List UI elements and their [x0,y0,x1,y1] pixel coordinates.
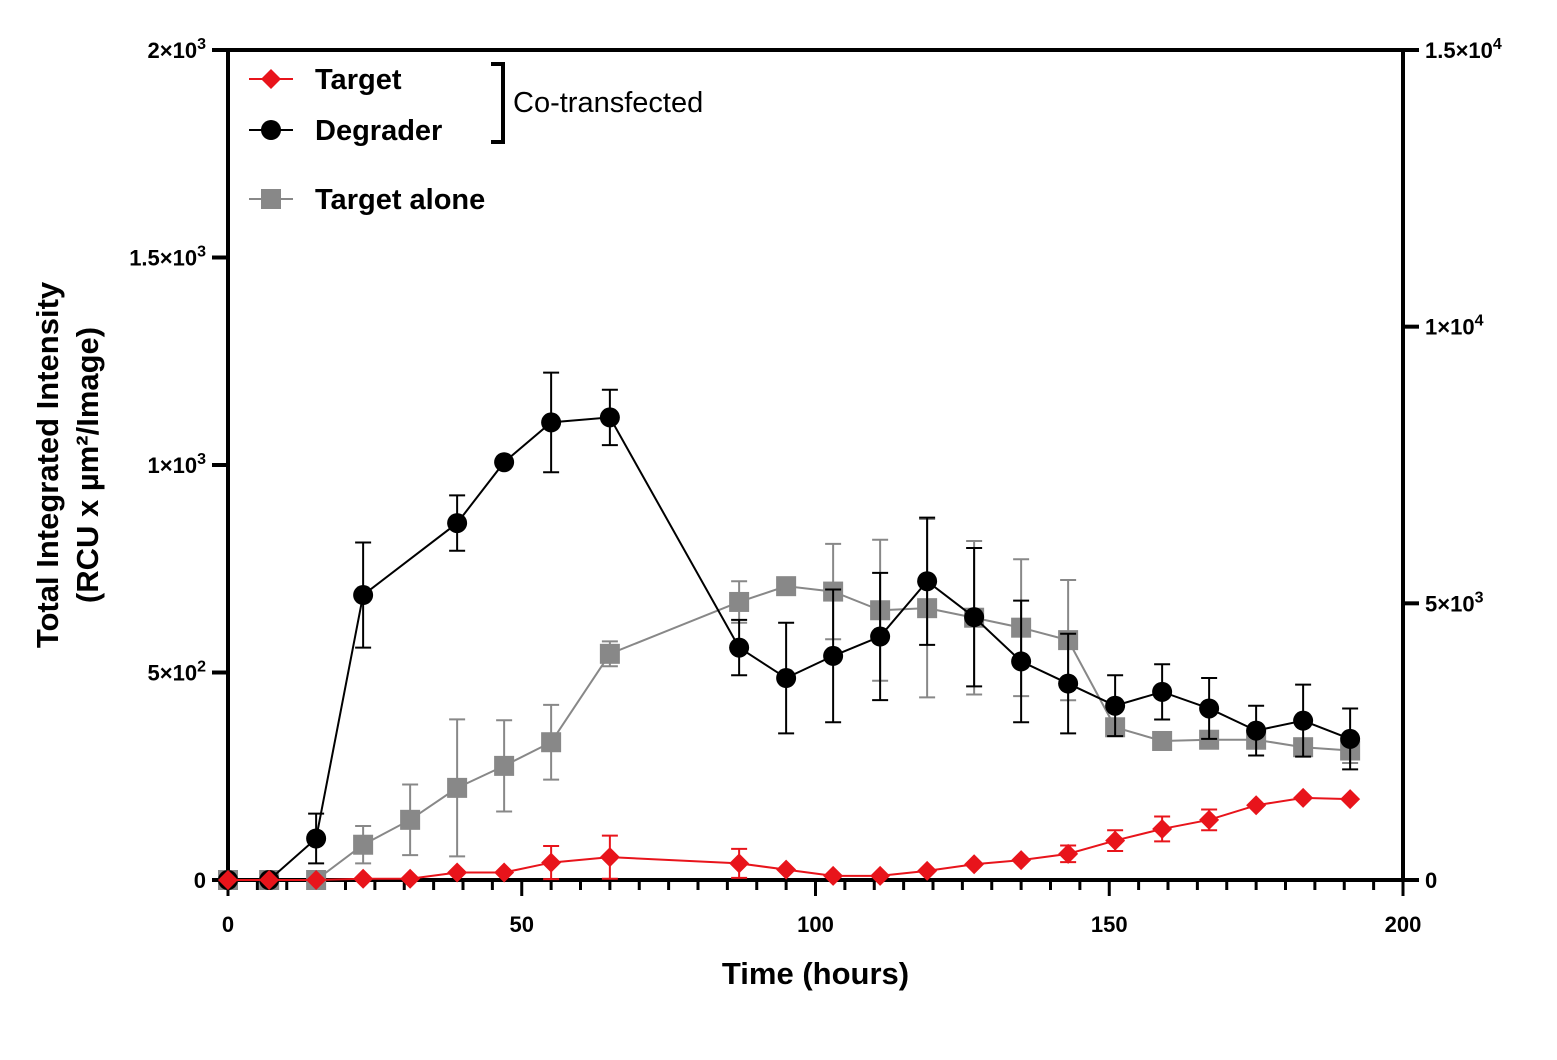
data-point [1199,809,1220,830]
y-left-tick-label: 2×103 [148,36,207,63]
legend-marker [261,69,281,89]
data-point [447,862,468,883]
data-point [870,626,891,647]
bracket-label: Co-transfected [513,87,703,119]
data-point [447,777,468,798]
data-point [400,809,421,830]
data-point [823,865,844,886]
data-point [447,513,468,534]
y-left-tick-label: 1.5×103 [129,244,206,271]
y-right-tick-label: 0 [1425,868,1437,893]
data-point [917,860,938,881]
y-axis-title: Total Integrated Intensity (RCU x µm²/Im… [30,281,105,648]
data-point [776,668,797,689]
data-point [1011,850,1032,871]
data-point [1058,843,1079,864]
y-axis-title-line2: (RCU x µm²/Image) [70,327,105,603]
legend-marker [261,189,281,209]
legend-label: Degrader [315,115,442,147]
data-point [729,591,750,612]
data-point [599,847,620,868]
data-point [729,637,750,658]
data-point [964,607,985,628]
bracket-line [491,62,505,144]
data-point [353,834,374,855]
data-point [964,854,985,875]
data-point [1152,818,1173,839]
x-axis-title: Time (hours) [722,956,909,991]
series-target [218,787,1361,890]
data-point [306,828,327,849]
legend-item-target: Target [249,64,402,96]
data-point [306,870,327,890]
data-point [776,576,797,597]
data-point [494,862,515,883]
data-point [494,755,515,776]
co-transfected-bracket: Co-transfected [491,62,703,144]
data-point [259,870,280,890]
y-left-tick-label: 5×102 [148,659,207,686]
data-point [353,868,374,889]
legend-item-degrader: Degrader [249,115,442,147]
data-point [823,645,844,666]
x-tick-label: 50 [510,912,534,937]
data-point [400,868,421,889]
x-tick-label: 100 [797,912,834,937]
data-point [599,643,620,664]
x-tick-label: 0 [222,912,234,937]
data-point [729,853,750,874]
data-point [1105,830,1126,851]
legend-label: Target alone [315,184,485,216]
data-point [870,865,891,886]
data-point [1340,789,1361,810]
legend-marker [261,120,281,140]
data-point [1246,720,1267,741]
legend-label: Target [315,64,402,96]
data-point [353,585,374,606]
data-point [1152,730,1173,751]
data-point [1293,787,1314,808]
data-point [1340,728,1361,749]
series-line [228,416,1351,881]
data-point [541,852,562,873]
legend: Target Degrader Target alone Co-transfected [249,62,703,216]
data-point [541,412,562,433]
y-axis-title-line1: Total Integrated Intensity [30,281,65,648]
x-tick-label: 150 [1091,912,1128,937]
y-left-tick-label: 0 [194,868,206,893]
data-point [1011,651,1032,672]
y-right-tick-label: 1.5×104 [1425,36,1502,63]
plot-area [218,371,1361,890]
data-point [917,571,938,592]
data-point [1199,698,1220,719]
x-tick-label: 200 [1385,912,1422,937]
data-point [494,452,515,473]
data-point [1105,695,1126,716]
y-right-tick-label: 1×104 [1425,313,1484,340]
data-point [1246,795,1267,816]
axes: 0 50 100 150 20005×1021×1031.5×1032×10305×10… [129,36,1502,937]
y-right-tick-label: 5×103 [1425,589,1484,616]
data-point [218,870,238,890]
legend-item-target-alone: Target alone [249,184,485,216]
series-degrader [218,371,1361,890]
data-point [1293,710,1314,731]
data-point [1058,673,1079,694]
data-point [599,407,620,428]
data-point [541,732,562,753]
y-left-tick-label: 1×103 [148,451,207,478]
data-point [1152,681,1173,702]
data-point [776,859,797,880]
